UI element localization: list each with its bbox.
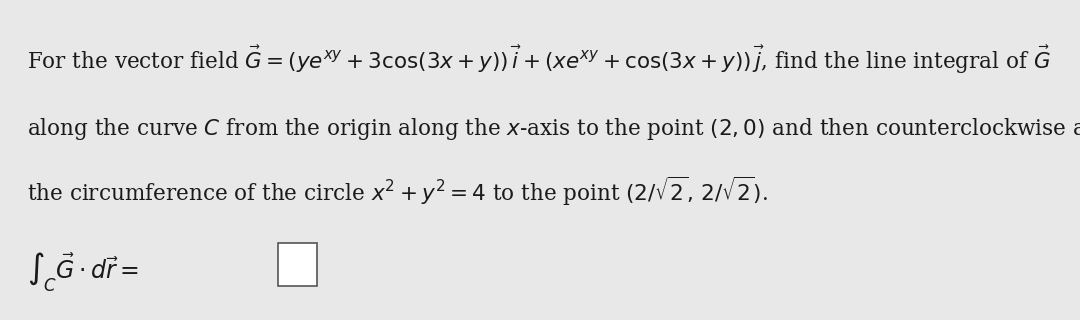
- Text: $\int_C \vec{G} \cdot d\vec{r} = $: $\int_C \vec{G} \cdot d\vec{r} = $: [27, 250, 139, 294]
- FancyBboxPatch shape: [278, 243, 318, 286]
- Text: along the curve $C$ from the origin along the $x$-axis to the point $(2, 0)$ and: along the curve $C$ from the origin alon…: [27, 116, 1080, 142]
- Text: For the vector field $\vec{G} = (ye^{xy} + 3\cos(3x + y))\,\vec{i} + (xe^{xy} + : For the vector field $\vec{G} = (ye^{xy}…: [27, 44, 1051, 76]
- Text: the circumference of the circle $x^2 + y^2 = 4$ to the point $(2/\sqrt{2},\, 2/\: the circumference of the circle $x^2 + y…: [27, 174, 768, 208]
